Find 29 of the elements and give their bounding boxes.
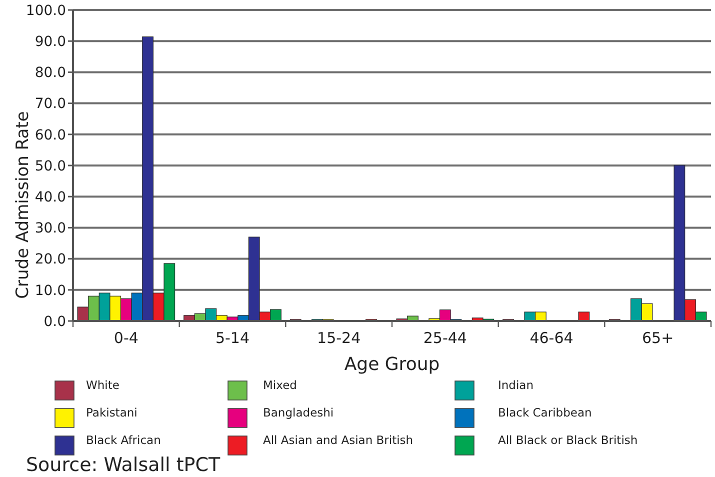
- legend-label: Pakistani: [86, 406, 138, 420]
- y-tick-label: 60.0: [34, 127, 66, 144]
- source-note: Source: Walsall tPCT: [26, 454, 221, 476]
- y-tick-label: 90.0: [34, 34, 66, 50]
- x-axis-title: Age Group: [344, 354, 440, 375]
- x-tick-label: 65+: [642, 329, 674, 347]
- y-tick-label: 80.0: [34, 65, 66, 82]
- y-tick-label: 40.0: [34, 190, 66, 206]
- legend-label: White: [86, 378, 120, 392]
- x-tick-label: 25-44: [423, 329, 467, 347]
- legend-label: Black Caribbean: [498, 406, 592, 420]
- legend-label: All Black or Black British: [498, 433, 638, 447]
- x-tick-label: 0-4: [114, 329, 138, 347]
- legend-label: All Asian and Asian British: [263, 433, 414, 447]
- y-axis-title: Crude Admission Rate: [13, 111, 33, 299]
- legend-label: Black African: [86, 433, 161, 447]
- y-tick-label: 100.0: [26, 2, 66, 19]
- x-tick-label: 5-14: [215, 329, 250, 347]
- y-tick-label: 10.0: [34, 282, 66, 299]
- y-tick-label: 20.0: [34, 252, 66, 268]
- y-tick-label: 70.0: [34, 96, 66, 112]
- y-tick-label: 30.0: [34, 220, 66, 237]
- legend-label: Indian: [498, 378, 534, 392]
- x-tick-label: 46-64: [530, 329, 574, 347]
- y-tick-label: 50.0: [34, 158, 66, 174]
- x-tick-label: 15-24: [317, 329, 361, 347]
- legend-label: Mixed: [263, 378, 297, 392]
- legend-label: Bangladeshi: [263, 406, 334, 420]
- y-tick-label: 0.0: [44, 314, 66, 330]
